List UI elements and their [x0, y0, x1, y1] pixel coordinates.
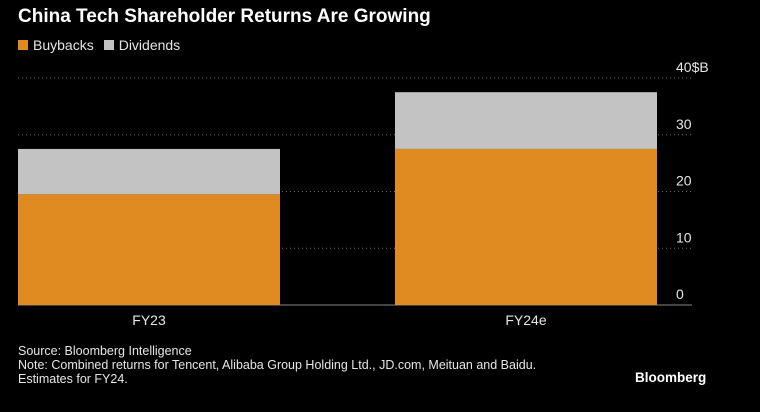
- legend: Buybacks Dividends: [18, 37, 190, 53]
- bar-fy24e-buybacks: [395, 148, 657, 305]
- legend-item-buybacks: Buybacks: [18, 37, 94, 53]
- chart-footer: Source: Bloomberg Intelligence Note: Com…: [18, 344, 536, 386]
- legend-label-dividends: Dividends: [118, 37, 181, 53]
- y-tick-label-1: 10: [676, 229, 692, 245]
- legend-swatch-dividends: [103, 40, 114, 50]
- bar-fy23-dividends: [18, 148, 280, 195]
- legend-label-buybacks: Buybacks: [33, 37, 94, 53]
- x-tick-label-fy23: FY23: [132, 312, 166, 328]
- y-tick-label-0: 0: [676, 286, 684, 302]
- y-tick-label-2: 20: [676, 173, 692, 189]
- legend-item-dividends: Dividends: [103, 37, 181, 53]
- legend-swatch-buybacks: [18, 40, 28, 50]
- note-text-line2: Estimates for FY24.: [18, 372, 128, 386]
- bloomberg-logo: Bloomberg: [635, 370, 707, 385]
- x-tick-label-fy24e: FY24e: [505, 312, 546, 328]
- chart-title: China Tech Shareholder Returns Are Growi…: [18, 6, 431, 27]
- bar-fy23-buybacks: [18, 194, 280, 305]
- note-text-line1: Note: Combined returns for Tencent, Alib…: [18, 358, 537, 372]
- source-text: Source: Bloomberg Intelligence: [18, 344, 192, 358]
- y-tick-label-3: 30: [676, 116, 692, 132]
- bar-fy24e-dividends: [395, 92, 657, 149]
- y-tick-label-4: 40$B: [676, 59, 709, 75]
